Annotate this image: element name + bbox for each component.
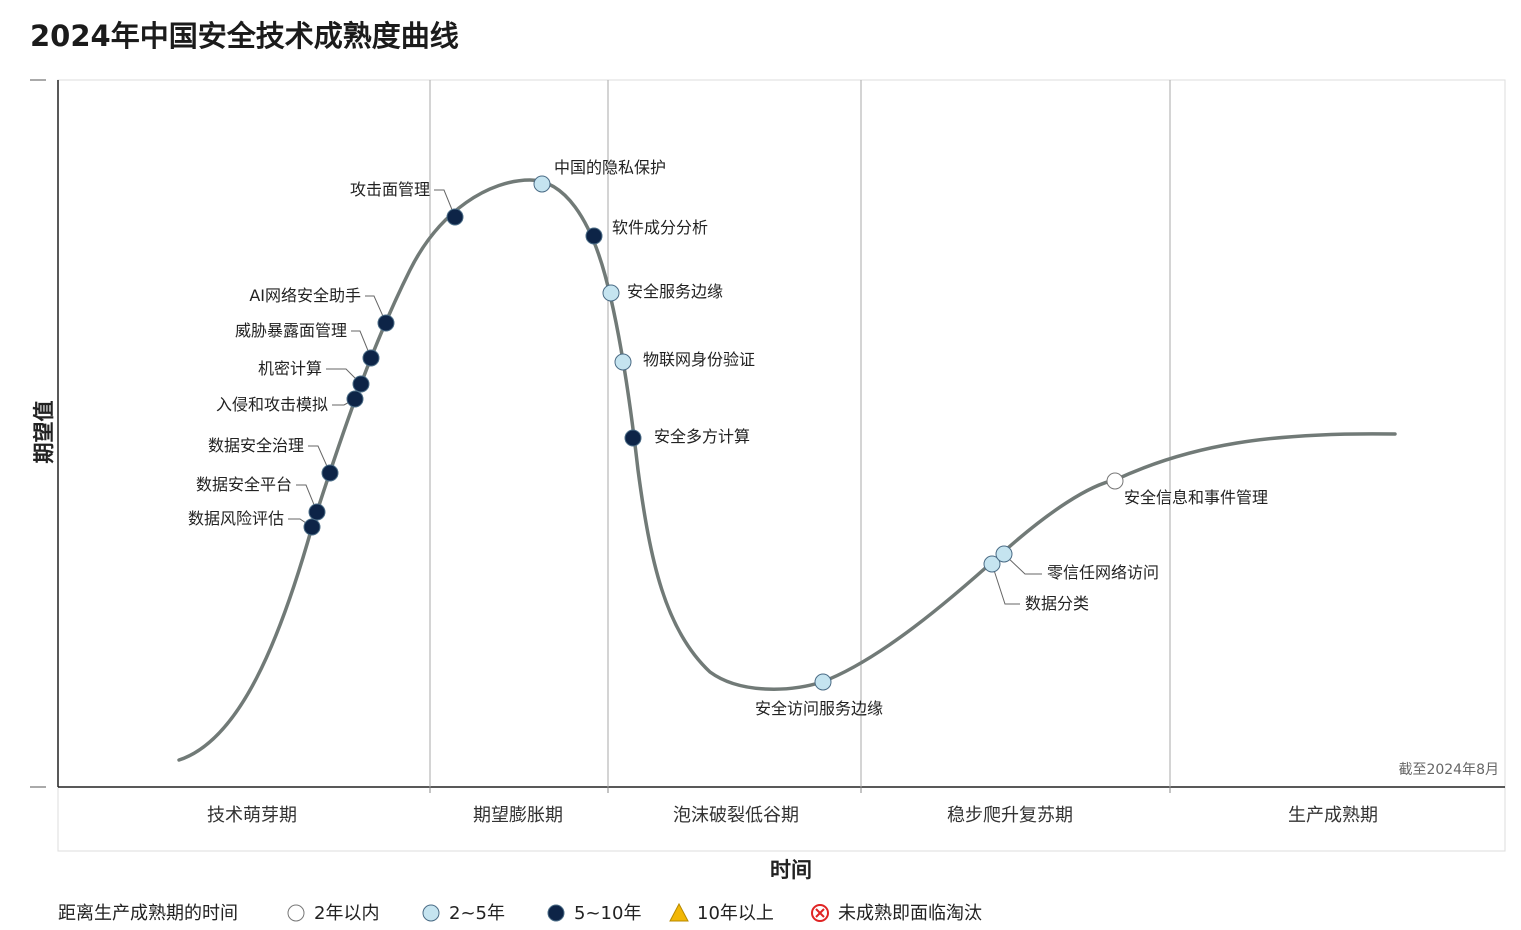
point-label-15: 数据分类: [1025, 594, 1089, 613]
phase-label-2: 期望膨胀期: [473, 805, 563, 826]
data-point-11: 安全服务边缘: [602, 282, 723, 302]
point-marker-15: [983, 555, 1001, 573]
point-label-16: 零信任网络访问: [1047, 563, 1159, 582]
legend-marker-5to10: [547, 904, 565, 922]
point-marker-2: [308, 503, 326, 521]
legend: 距离生产成熟期的时间 2年以内 2~5年 5~10年 10年以上 未成熟即面临淘汰: [58, 902, 982, 924]
data-point-6: 威胁暴露面管理: [235, 321, 380, 367]
legend-marker-2to5: [422, 904, 440, 922]
point-label-6: 威胁暴露面管理: [235, 321, 347, 340]
plot-border: [57, 79, 1506, 852]
data-point-13: 安全多方计算: [624, 427, 750, 447]
point-marker-3: [321, 464, 339, 482]
data-point-1: 数据风险评估: [188, 509, 321, 536]
point-marker-13: [624, 429, 642, 447]
point-marker-6: [362, 349, 380, 367]
point-marker-10: [585, 227, 603, 245]
legend-label-lt2: 2年以内: [314, 903, 379, 924]
hype-curve-layer: [177, 178, 1397, 762]
point-label-12: 物联网身份验证: [643, 350, 755, 369]
point-marker-17: [1106, 472, 1124, 490]
data-point-16: 零信任网络访问: [995, 545, 1159, 582]
legend-item-2to5: 2~5年: [422, 903, 505, 924]
point-label-11: 安全服务边缘: [627, 282, 723, 301]
legend-label-2to5: 2~5年: [449, 903, 505, 924]
hype-curve-line: [177, 178, 1397, 762]
data-point-8: 攻击面管理: [350, 180, 464, 226]
point-label-4: 入侵和攻击模拟: [216, 395, 328, 414]
legend-item-5to10: 5~10年: [547, 903, 641, 924]
leader-line-15: [991, 563, 1020, 605]
leader-line-8: [434, 189, 456, 218]
phase-labels: 技术萌芽期 期望膨胀期 泡沫破裂低谷期 稳步爬升复苏期 生产成熟期: [207, 805, 1378, 826]
data-point-3: 数据安全治理: [208, 436, 339, 482]
y-axis-title: 期望值: [32, 401, 56, 464]
point-label-8: 攻击面管理: [350, 180, 430, 199]
point-label-7: AI网络安全助手: [249, 286, 361, 305]
point-label-10: 软件成分分析: [612, 218, 708, 237]
point-marker-1: [303, 518, 321, 536]
plot-frame: [30, 79, 1506, 852]
leader-line-16: [1003, 553, 1042, 575]
leader-line-2: [296, 484, 318, 513]
legend-label-obsolete: 未成熟即面临淘汰: [838, 903, 982, 924]
legend-item-obsolete: 未成熟即面临淘汰: [811, 903, 982, 924]
point-marker-11: [602, 284, 620, 302]
data-point-12: 物联网身份验证: [614, 350, 755, 371]
legend-label-gt10: 10年以上: [697, 903, 774, 924]
data-point-14: 安全访问服务边缘: [755, 673, 883, 718]
point-marker-5: [352, 375, 370, 393]
point-label-1: 数据风险评估: [188, 509, 284, 528]
data-point-4: 入侵和攻击模拟: [216, 390, 364, 414]
data-point-9: 中国的隐私保护: [533, 158, 666, 193]
point-label-9: 中国的隐私保护: [554, 158, 666, 177]
legend-marker-lt2: [287, 904, 305, 922]
point-label-2: 数据安全平台: [196, 475, 292, 494]
x-axis-title: 时间: [770, 858, 812, 882]
point-marker-14: [814, 673, 832, 691]
data-point-5: 机密计算: [258, 359, 370, 393]
point-marker-8: [446, 208, 464, 226]
data-point-17: 安全信息和事件管理: [1106, 472, 1268, 507]
point-label-14: 安全访问服务边缘: [755, 699, 883, 718]
chart-title: 2024年中国安全技术成熟度曲线: [30, 19, 459, 53]
leader-line-6: [351, 330, 372, 359]
data-point-15: 数据分类: [983, 555, 1089, 613]
legend-cross: [815, 908, 825, 918]
phase-label-3: 泡沫破裂低谷期: [673, 805, 799, 826]
as-of-note: 截至2024年8月: [1398, 762, 1499, 778]
point-marker-16: [995, 545, 1013, 563]
data-points-layer: 数据风险评估 数据安全平台 数据安全治理 入侵和攻击模拟 机密计算 威胁暴露面管理 AI网络…: [188, 158, 1268, 718]
phase-label-4: 稳步爬升复苏期: [947, 805, 1073, 826]
data-point-2: 数据安全平台: [196, 475, 326, 521]
point-label-5: 机密计算: [258, 359, 322, 378]
point-marker-9: [533, 175, 551, 193]
phase-label-1: 技术萌芽期: [207, 805, 297, 826]
legend-title: 距离生产成熟期的时间: [58, 903, 238, 924]
data-point-7: AI网络安全助手: [249, 286, 395, 332]
point-label-17: 安全信息和事件管理: [1124, 488, 1268, 507]
legend-item-gt10: 10年以上: [669, 902, 774, 924]
phase-label-5: 生产成熟期: [1288, 805, 1378, 826]
point-marker-7: [377, 314, 395, 332]
point-label-13: 安全多方计算: [654, 427, 750, 446]
legend-label-5to10: 5~10年: [574, 903, 641, 924]
point-marker-4: [346, 390, 364, 408]
data-point-10: 软件成分分析: [585, 218, 708, 245]
leader-line-3: [308, 445, 331, 474]
legend-marker-gt10: [669, 902, 689, 922]
legend-item-lt2: 2年以内: [287, 903, 379, 924]
point-marker-12: [614, 353, 632, 371]
point-label-3: 数据安全治理: [208, 436, 304, 455]
leader-line-7: [365, 295, 387, 324]
